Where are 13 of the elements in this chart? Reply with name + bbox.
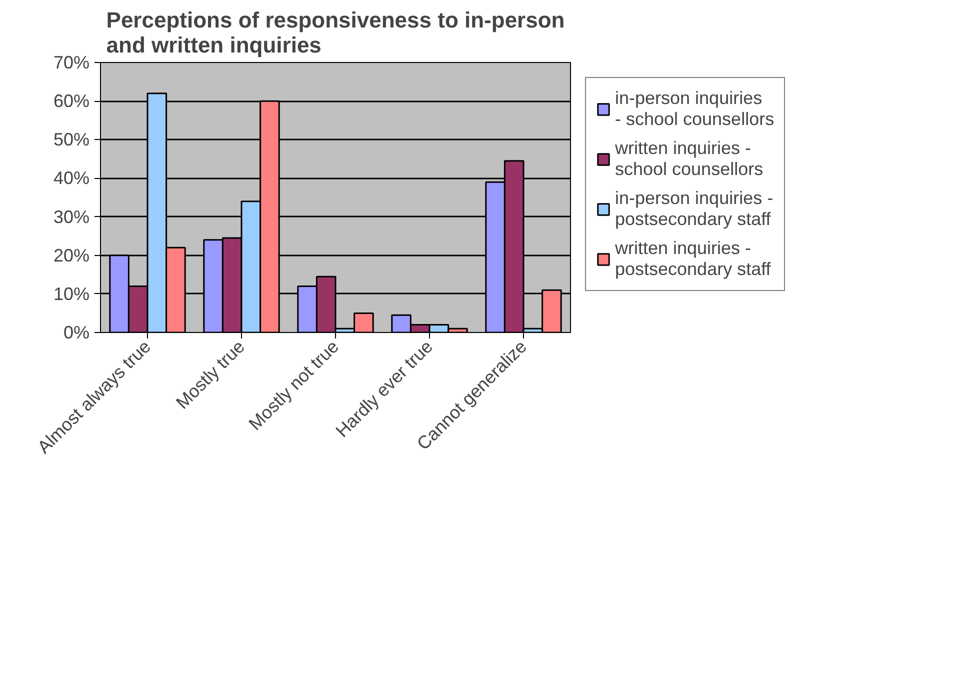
y-tick-label: 40% — [53, 168, 90, 188]
y-tick-label: 10% — [53, 284, 90, 304]
legend-label: written inquiries - school counsellors — [615, 138, 764, 180]
y-tick-label: 50% — [53, 130, 90, 150]
y-tick-label: 70% — [53, 52, 90, 72]
chart-title: Perceptions of responsiveness to in-person and written inquiries — [106, 8, 565, 58]
legend-label: in-person inquiries - postsecondary staff — [615, 188, 774, 230]
y-tick-label: 20% — [53, 245, 90, 266]
legend-label: in-person inquiries - school counsellors — [615, 88, 774, 130]
y-tick-label: 60% — [53, 91, 90, 112]
y-tick-label: 30% — [53, 206, 90, 227]
y-tick-label: 0% — [63, 322, 90, 342]
legend-label: written inquiries - postsecondary staff — [615, 238, 771, 280]
